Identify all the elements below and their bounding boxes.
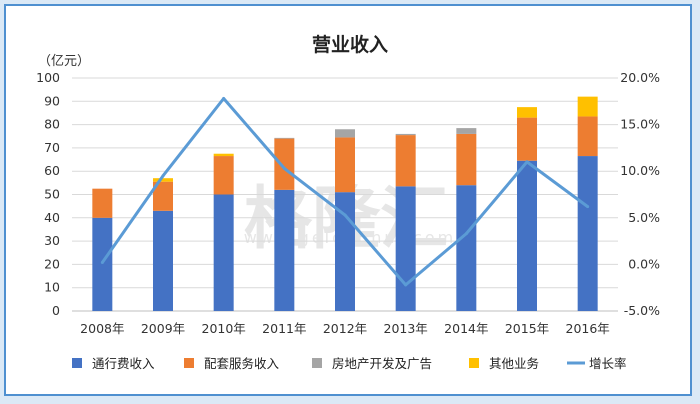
chart-svg: 格隆汇 www.gelonghui.com 营业收入 （亿元） 01020304… — [36, 33, 660, 371]
bar-segment — [395, 135, 416, 187]
x-tick-label: 2011年 — [262, 321, 306, 336]
x-tick-label: 2015年 — [505, 321, 549, 336]
bar-segment — [213, 153, 234, 157]
bar-segment — [213, 194, 234, 311]
bar-segment — [456, 185, 477, 311]
bar-segment — [335, 137, 355, 193]
growth-rate-point — [282, 166, 286, 170]
x-tick-label: 2012年 — [323, 321, 367, 336]
growth-rate-point — [464, 232, 468, 236]
bar-segment — [335, 129, 355, 138]
chart-title: 营业收入 — [312, 33, 388, 56]
legend-label: 配套服务收入 — [204, 356, 280, 371]
growth-rate-point — [100, 261, 104, 265]
y-tick-label: 90 — [44, 93, 60, 108]
x-tick-label: 2013年 — [384, 321, 428, 336]
y-tick-label: 100 — [36, 70, 60, 85]
bar-segment — [153, 210, 173, 311]
bar-segment — [577, 116, 598, 157]
bar-segment — [153, 178, 173, 182]
bar-segment — [395, 133, 416, 136]
y2-tick-label: 5.0% — [628, 210, 660, 225]
bar-segment — [274, 189, 295, 311]
legend-swatch — [312, 358, 322, 368]
y-tick-label: 40 — [44, 210, 60, 225]
x-tick-label: 2009年 — [141, 321, 185, 336]
y-tick-label: 20 — [44, 256, 60, 271]
y2-tick-label: 20.0% — [620, 70, 660, 85]
bar-segment — [517, 117, 537, 161]
y2-tick-label: 10.0% — [620, 163, 660, 178]
bar-segment — [577, 156, 598, 311]
legend-swatch — [72, 358, 82, 368]
growth-rate-point — [404, 283, 408, 287]
growth-rate-point — [222, 97, 226, 101]
bar-segment — [517, 160, 537, 311]
bar-segment — [213, 156, 234, 195]
x-tick-label: 2008年 — [80, 321, 124, 336]
growth-rate-point — [161, 174, 165, 178]
y-tick-label: 70 — [44, 140, 60, 155]
bar-segment — [274, 138, 295, 190]
legend: 通行费收入 配套服务收入 房地产开发及广告 其他业务 增长率 — [72, 356, 627, 371]
y2-tick-label: -5.0% — [624, 303, 660, 318]
bar-segment — [92, 188, 113, 218]
y-axis-unit: （亿元） — [38, 54, 90, 69]
x-tick-label: 2014年 — [444, 321, 488, 336]
legend-swatch — [184, 358, 194, 368]
growth-rate-point — [586, 205, 590, 209]
legend-swatch — [469, 358, 479, 368]
x-tick-label: 2010年 — [202, 321, 246, 336]
y2-tick-label: 15.0% — [620, 117, 660, 132]
bar-segment — [517, 107, 537, 118]
plot-area: 0 10 20 30 40 50 60 70 80 90 100 -5.0% 0.0% 5.0% 10.0%… — [36, 70, 660, 336]
legend-label: 通行费收入 — [92, 356, 155, 371]
chart-frame: 格隆汇 www.gelonghui.com 营业收入 （亿元） 01020304… — [4, 4, 692, 396]
y-tick-label: 50 — [44, 187, 60, 202]
bar-segment — [274, 137, 295, 139]
y-tick-label: 0 — [52, 303, 60, 318]
bar-segment — [456, 128, 477, 134]
bar-segment — [153, 181, 173, 211]
legend-label: 增长率 — [589, 356, 627, 371]
y-tick-label: 60 — [44, 163, 60, 178]
y-tick-label: 10 — [44, 280, 60, 295]
bar-segment — [577, 96, 598, 117]
x-tick-label: 2016年 — [566, 321, 610, 336]
legend-label: 其他业务 — [489, 356, 539, 371]
bar-segment — [456, 133, 477, 186]
growth-rate-point — [525, 160, 529, 164]
bar-segment — [92, 217, 113, 311]
y-tick-label: 80 — [44, 117, 60, 132]
y2-tick-label: 0.0% — [628, 256, 660, 271]
bar-segment — [395, 186, 416, 311]
legend-label: 房地产开发及广告 — [332, 356, 432, 371]
growth-rate-point — [343, 213, 347, 217]
y-tick-label: 30 — [44, 233, 60, 248]
